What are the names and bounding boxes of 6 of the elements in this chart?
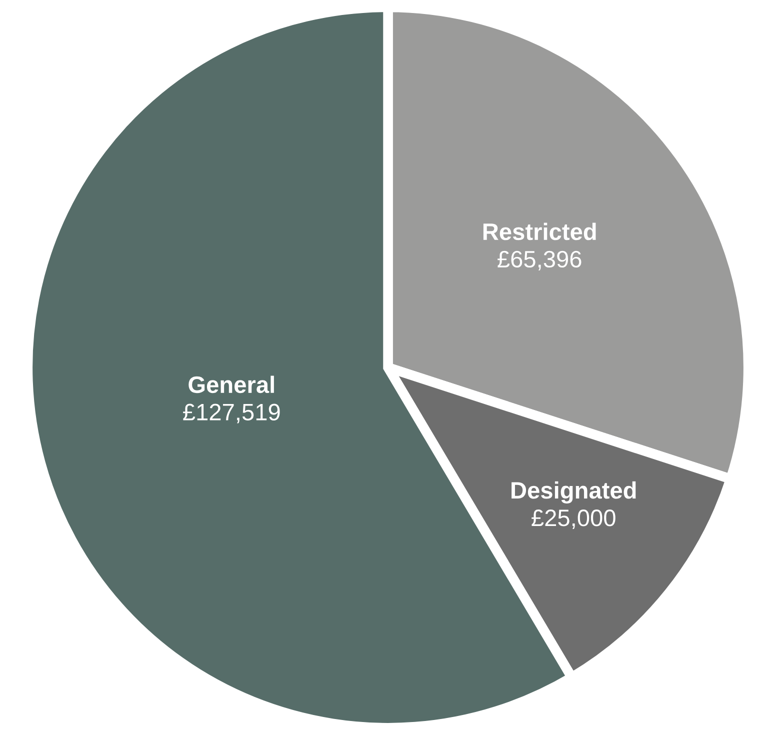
data-label: £127,519: [183, 404, 280, 424]
slice-label: Restricted: [483, 222, 596, 240]
data-label: £25,000: [532, 510, 616, 530]
slice-label: Designated: [512, 481, 636, 504]
slice-label: General: [188, 376, 274, 394]
data-label: £65,396: [498, 250, 582, 270]
